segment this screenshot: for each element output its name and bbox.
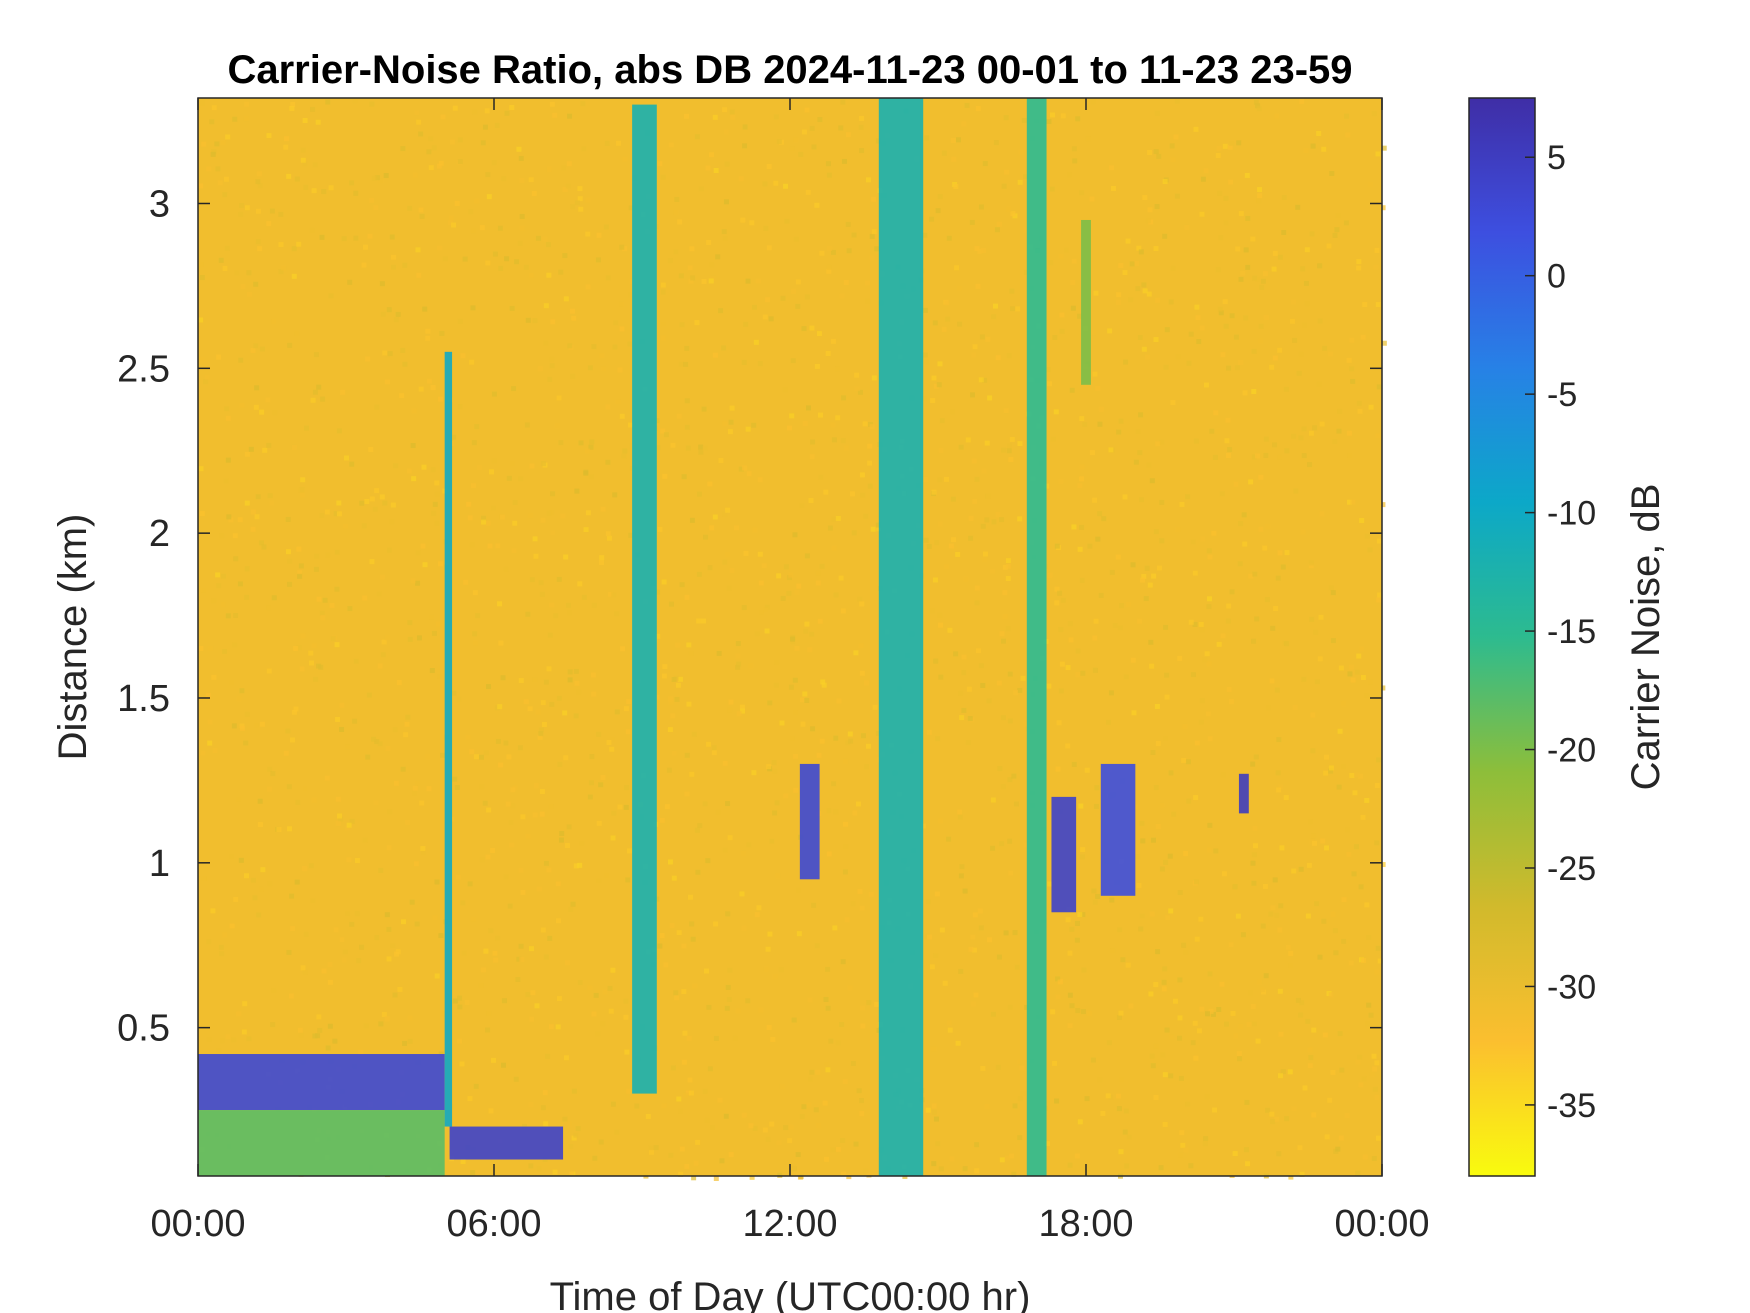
y-axis-ticks: 0.5 1 1.5 2 2.5 3	[117, 183, 1382, 1050]
y-tick-label: 1.5	[117, 678, 170, 720]
heatmap-background	[198, 98, 1382, 1176]
y-tick-label: 3	[149, 183, 170, 225]
x-tick-label: 00:00	[1334, 1203, 1429, 1245]
colorbar-tick-label: 0	[1547, 258, 1566, 296]
heatmap-cell-6	[1026, 98, 1047, 1176]
heatmap-cell-2	[449, 1126, 564, 1160]
heatmap-cell-11	[1081, 219, 1091, 385]
colorbar-tick-label: -5	[1547, 376, 1577, 414]
y-tick-label: 2	[149, 513, 170, 555]
x-tick-label: 00:00	[150, 1203, 245, 1245]
colorbar-tick-label: 5	[1547, 139, 1566, 177]
heatmap-cell-4	[632, 104, 657, 1094]
colorbar-label: Carrier Noise, dB	[1624, 484, 1668, 791]
heatmap-cell-7	[799, 763, 820, 880]
plot-area	[198, 98, 1387, 1181]
colorbar-tick-label: -15	[1547, 613, 1596, 651]
colorbar-ticks: 5 0 -5 -10 -15 -20 -25 -30 -35	[1525, 139, 1596, 1125]
colorbar-tick-label: -35	[1547, 1087, 1596, 1125]
x-tick-label: 18:00	[1038, 1203, 1133, 1245]
heatmap-cell-8	[1051, 796, 1077, 913]
heatmap-cell-0	[198, 1054, 445, 1111]
x-tick-label: 12:00	[742, 1203, 837, 1245]
colorbar-tick-label: -10	[1547, 495, 1596, 533]
y-tick-label: 0.5	[117, 1008, 170, 1050]
heatmap-cell-1	[198, 1110, 445, 1176]
x-tick-label: 06:00	[446, 1203, 541, 1245]
heatmap-cell-9	[1100, 763, 1136, 896]
colorbar-tick-label: -25	[1547, 850, 1596, 888]
colorbar	[1468, 97, 1536, 1177]
colorbar-tick-label: -30	[1547, 968, 1596, 1006]
y-axis-label: Distance (km)	[51, 514, 95, 761]
heatmap-cell-3	[444, 351, 453, 1127]
x-axis-ticks: 00:00 06:00 12:00 18:00 00:00	[150, 98, 1430, 1245]
y-tick-label: 2.5	[117, 348, 170, 390]
y-tick-label: 1	[149, 843, 170, 885]
chart-title: Carrier-Noise Ratio, abs DB 2024-11-23 0…	[227, 48, 1352, 92]
x-axis-label: Time of Day (UTC00:00 hr)	[550, 1275, 1031, 1313]
heatmap-cell-10	[1238, 773, 1249, 814]
colorbar-tick-label: -20	[1547, 732, 1596, 770]
heatmap-cell-5	[878, 98, 924, 1176]
